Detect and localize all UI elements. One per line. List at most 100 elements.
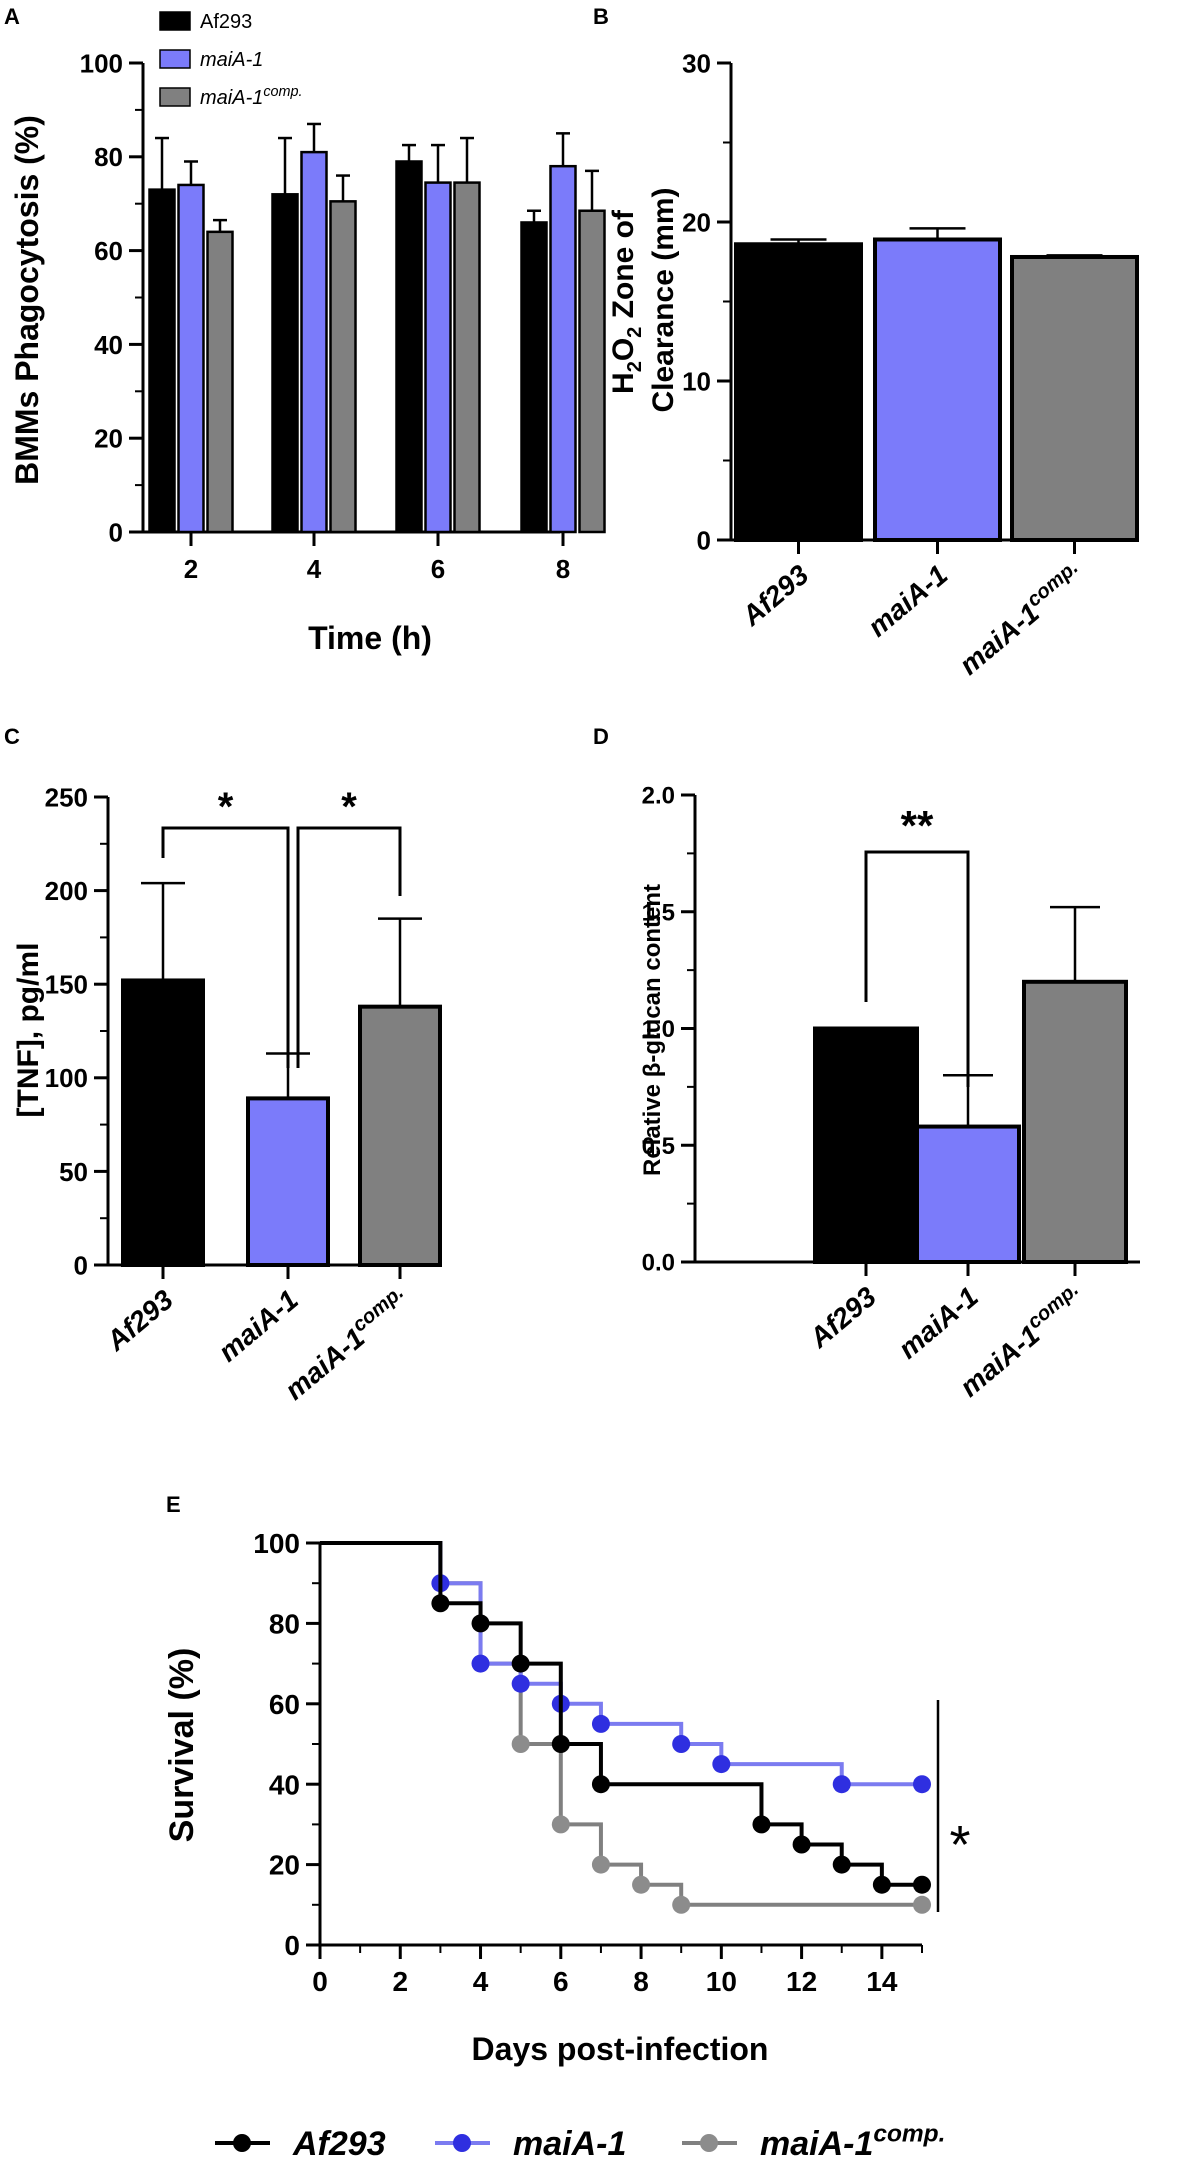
panel-e-x-tick-label: 10 [706,1966,737,1997]
panel-b-y-axis-tick-label: 0 [697,525,711,555]
panel-c-x-tick-label-main: Af293 [100,1284,179,1358]
panel-b-y-label-part: H [607,372,640,394]
panel-d-y-axis-tick-label: 2.0 [642,783,675,810]
panel-e-marker [712,1755,731,1774]
panel-d-y-axis-tick-label: 1.5 [642,899,675,926]
panel-d-x-tick-label-sup: comp. [1023,1278,1083,1333]
panel-e-legend-marker [700,2134,718,2152]
panel-e-y-axis-tick-label: 80 [269,1608,300,1639]
panel-c-y-label: [TNF], pg/ml [12,943,45,1118]
panel-letter-a: A [4,4,20,29]
panel-a-bar [549,164,577,534]
panel-e-marker [471,1654,490,1673]
panel-e-marker [792,1835,811,1854]
panel-a-legend-label: Af293 [200,11,252,33]
panel-e-x-label: Days post-infection [472,2031,769,2067]
panel-c-bar [246,1096,330,1267]
panel-a-bar [395,160,423,534]
panel-e-x-tick-label: 14 [866,1966,898,1997]
panel-d-x-tick-label: maiA-1 [892,1281,983,1365]
panel-letter-e: E [166,1492,181,1517]
panel-e-marker [551,1735,570,1753]
panel-b-y-axis-tick-label: 10 [682,366,711,396]
panel-a-x-tick-label: 6 [431,554,445,584]
panel-c-y-axis-tick-label: 250 [45,782,88,812]
panel-b-bar [873,237,1002,543]
panel-e-marker [591,1855,610,1874]
panel-a-x-label: Time (h) [308,620,432,656]
panel-a-x-tick-label: 4 [307,554,322,584]
panel-b-y-label-line1: H2O2 Zone of [607,209,646,394]
panel-b-x-tick-label: maiA-1 [862,559,953,643]
panel-c-y-axis-tick-label: 100 [45,1063,88,1093]
panel-e-marker [551,1815,570,1834]
panel-a-x-tick-label: 8 [556,554,570,584]
panel-e-marker [511,1674,530,1693]
panel-e-marker [832,1855,851,1874]
panel-b-x-tick-label-main: maiA-1 [862,559,953,643]
panel-c-x-tick-label: Af293 [100,1284,179,1358]
panel-e-marker [832,1775,851,1794]
panel-e-marker [591,1775,610,1794]
panel-a-legend-label: maiA-1 [200,49,263,71]
panel-e-legend-label: maiA-1 [513,2125,626,2163]
panel-e-marker [913,1775,931,1794]
panel-b-x-tick-label-main: Af293 [735,559,814,633]
panel-a-bar [424,181,452,534]
panel-letter-b: B [593,4,609,29]
panel-a-bar [453,181,481,534]
panel-e-legend-label-main: Af293 [292,2125,386,2163]
panel-a-legend-label-main: maiA-1 [200,87,263,109]
panel-c-x-tick-label: maiA-1 [212,1284,303,1368]
panel-a-y-label: BMMs Phagocytosis (%) [9,115,45,485]
panel-e-x-tick-label: 0 [312,1966,328,1997]
panel-e-marker [511,1735,530,1753]
panel-d-x-tick-label-main: maiA-1 [954,1319,1045,1403]
panel-d-bar [813,1026,919,1264]
panel-a-bar [148,188,176,534]
panel-a-y-axis-tick-label: 0 [109,517,123,547]
panel-e-y-axis-tick-label: 100 [253,1528,300,1559]
panel-e-marker [672,1895,691,1914]
panel-a-bar [206,230,234,534]
panel-e-x-tick-label: 8 [633,1966,649,1997]
panel-e-marker [672,1735,691,1753]
panel-e-legend-marker [453,2134,471,2152]
panel-e-legend-label: Af293 [292,2125,386,2163]
panel-e-marker [511,1654,530,1673]
panel-d-x-tick-label-main: maiA-1 [892,1281,983,1365]
panel-e-marker [913,1895,931,1914]
panel-b-y-label-part: 2 [624,327,646,338]
panel-d-bar [915,1124,1021,1264]
panel-e-marker [431,1594,450,1613]
panel-c-y-axis-tick-label: 0 [74,1250,88,1280]
panel-b-y-label-line2: Clearance (mm) [647,187,680,412]
panel-a-legend-label-sup: comp. [263,84,302,100]
panel-d-x-tick-label-main: Af293 [803,1281,882,1355]
panel-b-x-tick-label: Af293 [735,559,814,633]
panel-e-survival-line [320,1541,922,1887]
panel-c-y-axis-tick-label: 200 [45,876,88,906]
panel-e-y-axis-tick-label: 40 [269,1769,300,1800]
panel-e-significance: * [949,1815,970,1875]
panel-e-legend-label: maiA-1comp. [760,2120,945,2163]
panel-e-x-tick-label: 2 [392,1966,408,1997]
panel-e-marker [752,1815,771,1834]
panel-b-x-tick-label: maiA-1comp. [951,556,1090,680]
panel-a-bar [578,209,606,534]
panel-a-bar [520,221,548,534]
panel-a-legend-label: maiA-1comp. [200,84,303,109]
panel-c-x-tick-label: maiA-1comp. [277,1281,416,1405]
panel-e-marker [471,1614,490,1633]
panel-a-legend-label-main: Af293 [200,11,252,33]
panel-d-y-axis-tick-label: 1.0 [642,1016,675,1043]
panel-b-y-axis-tick-label: 20 [682,207,711,237]
panel-c-y-axis-tick-label: 50 [59,1157,88,1187]
panel-c-significance: * [341,785,357,829]
panel-d-y-axis-tick-label: 0.0 [642,1250,675,1277]
panel-d-y-axis-tick-label: 0.5 [642,1133,675,1160]
panel-e-y-axis-tick-label: 20 [269,1850,300,1881]
panel-e-legend-label-sup: comp. [873,2120,945,2147]
panel-e-legend-marker [233,2134,251,2152]
panel-b-x-tick-label-main: maiA-1 [953,597,1044,681]
